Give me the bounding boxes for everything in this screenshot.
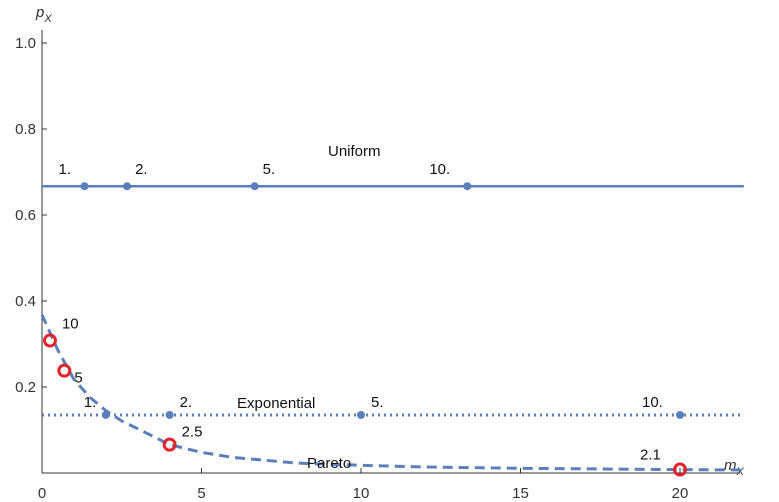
exponential-point <box>676 410 684 419</box>
x-tick-label: 0 <box>38 485 46 502</box>
exponential-point <box>357 410 365 419</box>
x-tick-label: 5 <box>197 485 205 502</box>
y-tick-label: 0.2 <box>15 379 36 396</box>
uniform-point-label: 1. <box>59 161 72 178</box>
axes: 0 5 10 15 20 0.2 0.4 0.6 0.8 1.0 mX pX <box>15 4 744 502</box>
exponential-series-name: Exponential <box>237 395 315 412</box>
x-tick-label: 20 <box>672 485 689 502</box>
x-tick-label: 10 <box>353 485 370 502</box>
pareto-point-label: 5 <box>74 370 82 387</box>
pareto-line <box>40 314 744 472</box>
uniform-point <box>123 182 132 191</box>
pareto-point-label: 2.5 <box>182 424 203 441</box>
uniform-point <box>250 182 259 191</box>
y-axis-label: pX <box>35 4 52 25</box>
exponential-point-label: 5. <box>371 394 384 411</box>
y-tick-label: 0.4 <box>15 293 36 310</box>
exponential-point-label: 2. <box>180 394 193 411</box>
exponential-point <box>165 410 174 419</box>
pareto-point <box>673 462 687 477</box>
pareto-point-label: 10 <box>62 316 79 333</box>
x-ticks: 0 5 10 15 20 <box>38 468 689 502</box>
uniform-point-label: 2. <box>135 161 148 178</box>
exponential-point-label: 10. <box>642 394 663 411</box>
uniform-point <box>80 182 89 191</box>
x-axis-label: mX <box>724 457 745 478</box>
y-tick-label: 1.0 <box>15 35 36 52</box>
y-tick-label: 0.6 <box>15 207 36 224</box>
uniform-point-label: 5. <box>263 161 276 178</box>
y-ticks: 0.2 0.4 0.6 0.8 1.0 <box>15 35 47 396</box>
pareto-point-label: 2.1 <box>640 447 661 464</box>
uniform-series-name: Uniform <box>328 143 381 160</box>
y-tick-label: 0.8 <box>15 121 36 138</box>
pareto-point <box>42 333 57 348</box>
pareto-series-name: Pareto <box>307 455 351 472</box>
uniform-point-label: 10. <box>429 161 450 178</box>
pareto-point <box>57 363 72 378</box>
x-tick-label: 15 <box>512 485 529 502</box>
pareto-point <box>162 437 177 452</box>
uniform-point <box>463 182 472 191</box>
